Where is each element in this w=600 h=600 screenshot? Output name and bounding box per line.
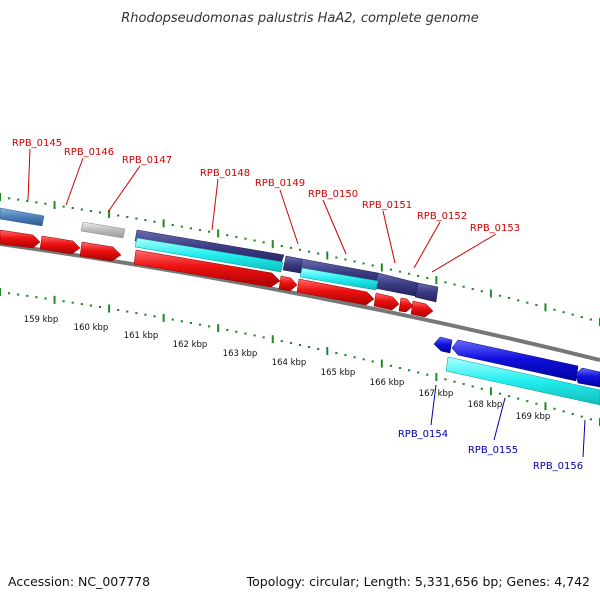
gene-label-rpb-0149[interactable]: RPB_0149 xyxy=(255,178,305,189)
scale-labels: 159 kbp 160 kbp 161 kbp 162 kbp 163 kbp … xyxy=(24,315,551,422)
leader-line xyxy=(431,233,497,273)
leader-line xyxy=(279,189,299,245)
inner-tick-ring xyxy=(0,288,600,426)
leader-line xyxy=(107,165,141,213)
cds-arrow-rpb-0151[interactable] xyxy=(373,292,400,311)
cds-arrow-rpb-0147[interactable] xyxy=(79,241,122,262)
accession-text: Accession: NC_007778 xyxy=(8,574,150,589)
leader-line xyxy=(430,384,437,426)
scale-label: 165 kbp xyxy=(321,368,356,378)
gene-label-rpb-0152[interactable]: RPB_0152 xyxy=(417,211,467,222)
scale-label: 169 kbp xyxy=(516,412,551,422)
scale-label: 166 kbp xyxy=(370,378,405,388)
gene-label-rpb-0151[interactable]: RPB_0151 xyxy=(362,200,412,211)
leader-line xyxy=(211,178,219,231)
gene-label-rpb-0148[interactable]: RPB_0148 xyxy=(200,168,250,179)
gene-label-rpb-0146[interactable]: RPB_0146 xyxy=(64,147,114,158)
gene-label-rpb-0153[interactable]: RPB_0153 xyxy=(470,223,520,234)
cds-arrow-rpb-0154[interactable] xyxy=(433,336,453,354)
scale-label: 167 kbp xyxy=(419,389,454,399)
leader-line xyxy=(382,210,396,264)
leader-line xyxy=(27,148,31,201)
scale-label: 164 kbp xyxy=(272,358,307,368)
genome-summary-text: Topology: circular; Length: 5,331,656 bp… xyxy=(246,574,590,589)
leader-line xyxy=(493,397,506,441)
gene-block-rpb-0151[interactable] xyxy=(373,272,419,297)
gene-label-rpb-0150[interactable]: RPB_0150 xyxy=(308,189,358,200)
rna-feature-1[interactable] xyxy=(134,237,284,273)
gene-label-rpb-0155[interactable]: RPB_0155 xyxy=(468,445,518,456)
scale-label: 163 kbp xyxy=(223,349,258,359)
leader-line xyxy=(65,157,84,206)
gene-label-rpb-0154[interactable]: RPB_0154 xyxy=(398,429,448,440)
cds-arrow-rpb-0150[interactable] xyxy=(296,278,375,306)
gene-block-rpb-0152[interactable] xyxy=(414,282,439,303)
gene-block-rpb-0149[interactable] xyxy=(282,255,303,274)
feature-block-steel[interactable] xyxy=(0,207,45,227)
gene-label-rpb-0145[interactable]: RPB_0145 xyxy=(12,138,62,149)
map-title: Rhodopseudomonas palustris HaA2, complet… xyxy=(121,11,479,26)
feature-block-gray[interactable] xyxy=(80,221,126,239)
cds-arrow-rpb-0148[interactable] xyxy=(133,249,281,288)
rna-feature-3[interactable] xyxy=(445,356,600,406)
scale-label: 168 kbp xyxy=(468,400,503,410)
cds-arrow-rpb-0156[interactable] xyxy=(575,367,600,388)
leader-line xyxy=(413,221,441,269)
feature-track xyxy=(0,207,600,406)
cds-arrow-rpb-0152[interactable] xyxy=(398,297,414,313)
forward-gene-labels: RPB_0145 RPB_0146 RPB_0147 RPB_0148 RPB_… xyxy=(12,138,520,234)
cds-arrow-rpb-0153[interactable] xyxy=(410,300,434,318)
leader-line xyxy=(322,199,347,255)
cds-arrow-rpb-0146[interactable] xyxy=(39,235,81,255)
leader-line xyxy=(582,419,586,458)
scale-label: 159 kbp xyxy=(24,315,59,325)
gene-label-rpb-0147[interactable]: RPB_0147 xyxy=(122,155,172,166)
label-leader-lines xyxy=(27,148,586,458)
rna-feature-2[interactable] xyxy=(299,267,379,291)
scale-label: 160 kbp xyxy=(74,323,109,333)
scale-label: 161 kbp xyxy=(124,331,159,341)
cds-arrow-rpb-0149[interactable] xyxy=(278,275,298,292)
cds-arrow-rpb-0145[interactable] xyxy=(0,229,41,249)
gene-label-rpb-0156[interactable]: RPB_0156 xyxy=(533,461,583,472)
scale-label: 162 kbp xyxy=(173,340,208,350)
reverse-gene-labels: RPB_0154 RPB_0155 RPB_0156 xyxy=(398,429,583,472)
